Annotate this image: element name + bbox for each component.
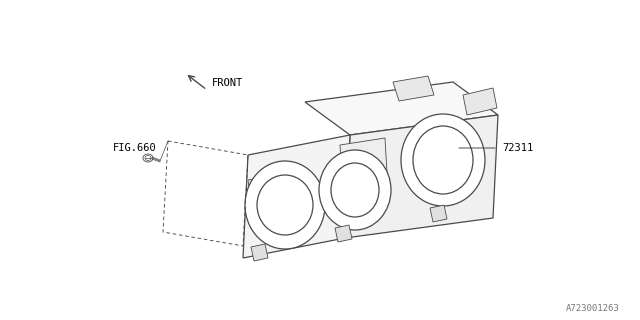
Ellipse shape <box>245 161 325 249</box>
Ellipse shape <box>145 156 151 161</box>
Ellipse shape <box>401 114 485 206</box>
Text: FRONT: FRONT <box>212 78 243 88</box>
Ellipse shape <box>413 126 473 194</box>
Ellipse shape <box>257 175 313 235</box>
Polygon shape <box>248 177 265 196</box>
Polygon shape <box>251 244 268 261</box>
Polygon shape <box>335 225 352 242</box>
Ellipse shape <box>319 150 391 230</box>
Polygon shape <box>463 88 497 115</box>
Ellipse shape <box>143 154 153 162</box>
Text: FIG.660: FIG.660 <box>113 143 157 153</box>
Polygon shape <box>345 115 498 238</box>
Polygon shape <box>430 205 447 222</box>
Polygon shape <box>358 158 371 170</box>
Ellipse shape <box>331 163 379 217</box>
Polygon shape <box>243 135 350 258</box>
Polygon shape <box>393 76 434 101</box>
Polygon shape <box>340 138 388 197</box>
Text: A723001263: A723001263 <box>566 304 620 313</box>
Text: 72311: 72311 <box>502 143 533 153</box>
Polygon shape <box>305 82 498 135</box>
